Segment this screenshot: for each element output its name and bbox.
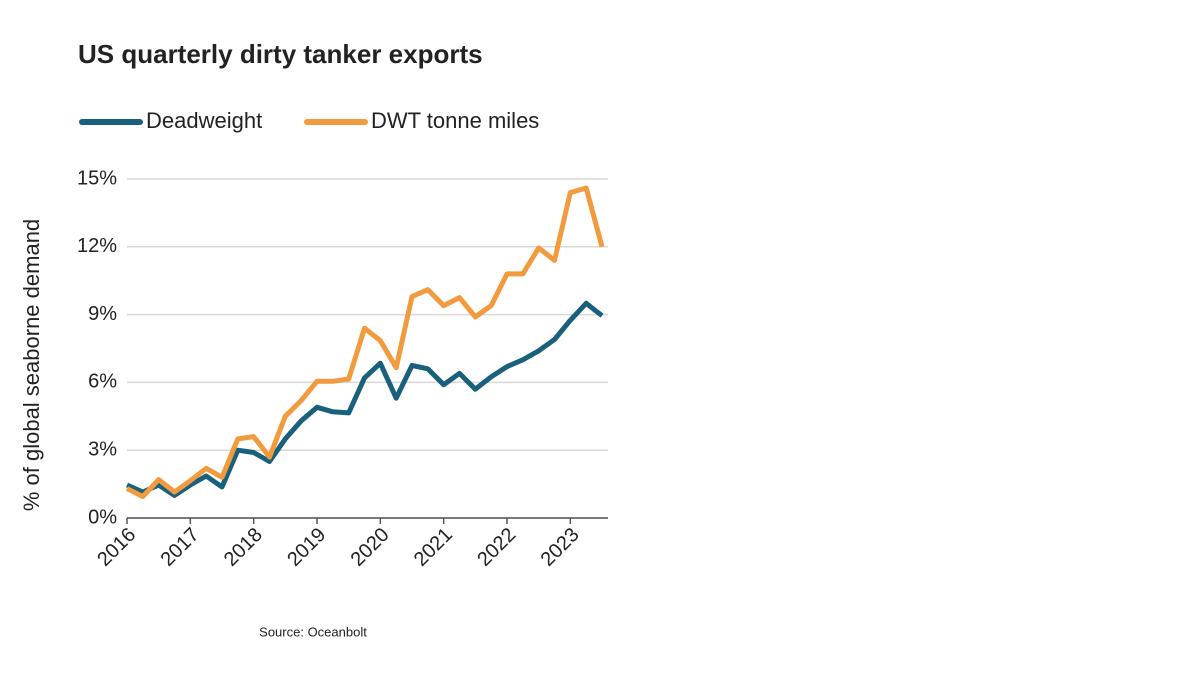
y-tick-label: 3% (88, 438, 117, 460)
x-tick-label: 2022 (473, 524, 520, 571)
chart-title: US quarterly dirty tanker exports (78, 39, 483, 69)
legend-label: Deadweight (146, 108, 262, 133)
x-tick-label: 2016 (93, 524, 140, 571)
y-tick-label: 12% (77, 235, 117, 257)
x-tick-label: 2017 (157, 524, 204, 571)
source-note: Source: Oceanbolt (259, 624, 367, 639)
x-tick-label: 2018 (220, 524, 267, 571)
legend-label: DWT tonne miles (371, 108, 539, 133)
y-axis-label: % of global seaborne demand (19, 219, 44, 511)
x-tick-label: 2023 (537, 524, 584, 571)
x-tick-label: 2020 (347, 524, 394, 571)
y-tick-label: 0% (88, 506, 117, 528)
y-tick-label: 15% (77, 167, 117, 189)
y-tick-label: 6% (88, 371, 117, 393)
data-line (125, 300, 604, 498)
data-line (125, 185, 605, 499)
x-tick-label: 2021 (410, 524, 457, 571)
x-tick-label: 2019 (283, 524, 330, 571)
y-tick-label: 9% (88, 303, 117, 325)
